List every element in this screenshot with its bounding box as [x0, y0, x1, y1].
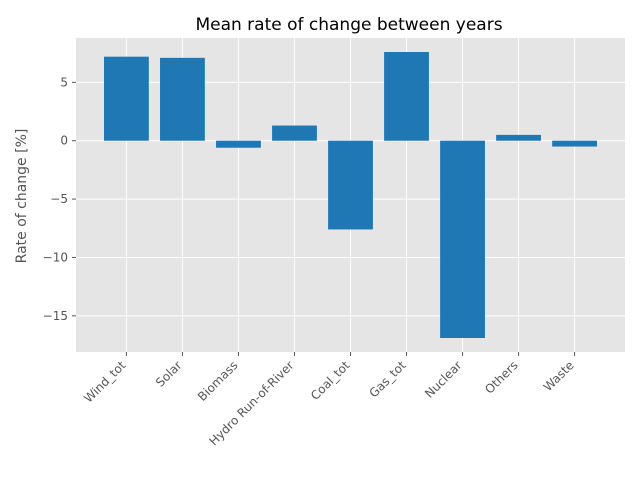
bar-waste	[552, 140, 597, 147]
bar-wind-tot	[104, 56, 149, 141]
bar-solar	[160, 57, 205, 141]
y-tick-label: 5	[60, 75, 68, 89]
x-tick-label: Coal_tot	[308, 358, 353, 403]
bars	[104, 52, 597, 338]
bar-hydro-run-of-river	[272, 125, 317, 141]
y-axis-label: Rate of change [%]	[14, 129, 30, 264]
x-tick-label: Others	[482, 358, 520, 396]
x-tick-label: Waste	[541, 358, 577, 394]
y-tick-label: −5	[50, 192, 68, 206]
y-tick-label: 0	[60, 134, 68, 148]
x-tick-label: Wind_tot	[81, 358, 129, 406]
y-axis-ticks: 5 0 −5 −10 −15	[43, 75, 76, 323]
y-tick-label: −10	[43, 250, 68, 264]
x-tick-label: Solar	[153, 358, 185, 390]
bar-coal-tot	[328, 140, 373, 230]
bar-biomass	[216, 140, 261, 148]
bar-gas-tot	[384, 52, 429, 141]
x-tick-label: Nuclear	[422, 358, 465, 401]
x-tick-label: Biomass	[195, 358, 241, 404]
bar-nuclear	[440, 140, 485, 338]
y-tick-label: −15	[43, 309, 68, 323]
chart-title: Mean rate of change between years	[195, 15, 502, 35]
x-tick-label: Gas_tot	[366, 358, 408, 400]
bar-others	[496, 134, 541, 141]
